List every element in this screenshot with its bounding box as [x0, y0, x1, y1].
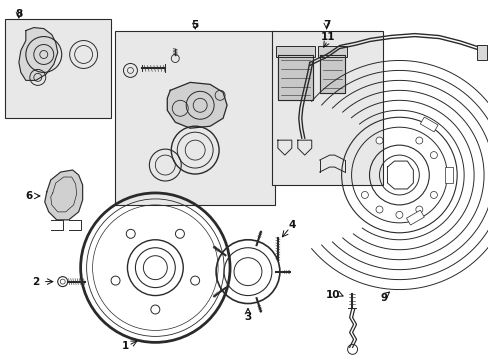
Bar — [275, 45, 314, 58]
Circle shape — [375, 206, 382, 213]
Bar — [5, 19, 110, 118]
Bar — [476, 45, 486, 60]
Polygon shape — [277, 55, 312, 100]
Bar — [444, 167, 452, 183]
Text: 10: 10 — [325, 289, 339, 300]
Polygon shape — [167, 82, 226, 128]
Circle shape — [375, 137, 382, 144]
Text: 4: 4 — [287, 220, 295, 230]
Text: 1: 1 — [122, 341, 129, 351]
Text: 2: 2 — [32, 276, 40, 287]
Circle shape — [395, 211, 402, 219]
Bar — [317, 45, 346, 58]
Text: 11: 11 — [320, 32, 334, 41]
Circle shape — [415, 137, 422, 144]
Bar — [420, 117, 437, 132]
Bar — [406, 210, 424, 225]
Circle shape — [429, 192, 436, 198]
Text: 9: 9 — [380, 293, 387, 302]
Text: 5: 5 — [191, 19, 199, 30]
Text: 7: 7 — [323, 19, 330, 30]
Bar — [115, 31, 274, 205]
Text: 8: 8 — [15, 9, 22, 19]
Polygon shape — [19, 28, 58, 80]
Circle shape — [361, 192, 367, 198]
Text: 6: 6 — [25, 191, 32, 201]
Circle shape — [415, 206, 422, 213]
Text: 3: 3 — [244, 312, 251, 323]
Polygon shape — [319, 55, 344, 93]
Circle shape — [429, 152, 436, 159]
Bar — [271, 31, 383, 185]
Polygon shape — [45, 170, 82, 220]
